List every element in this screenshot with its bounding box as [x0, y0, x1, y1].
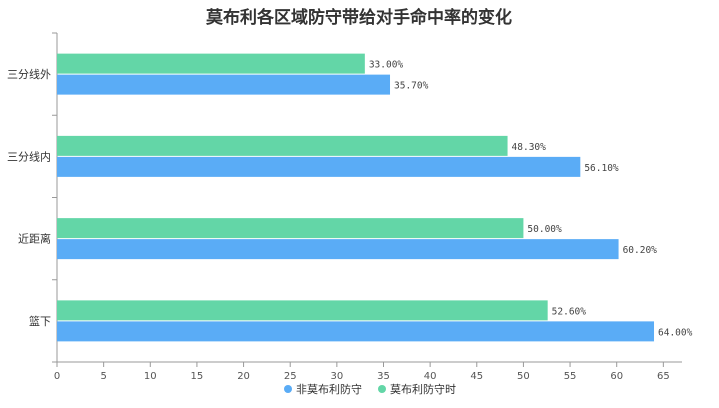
x-tick-label: 15: [191, 371, 204, 382]
x-tick-label: 60: [610, 371, 623, 382]
x-tick-label: 5: [100, 371, 106, 382]
x-tick-label: 20: [237, 371, 250, 382]
data-label: 35.70%: [394, 81, 429, 92]
x-tick-label: 30: [330, 371, 343, 382]
chart-title: 莫布利各区域防守带给对手命中率的变化: [205, 7, 512, 28]
data-label: 50.00%: [527, 224, 562, 235]
bar: [57, 321, 655, 342]
data-label: 60.20%: [623, 245, 658, 256]
bar: [57, 135, 508, 156]
legend-label: 非莫布利防守: [296, 382, 362, 396]
data-label: 33.00%: [369, 60, 404, 71]
bar: [57, 218, 524, 239]
bar: [57, 74, 391, 95]
category-label: 三分线外: [7, 67, 51, 81]
data-label: 64.00%: [658, 327, 693, 338]
x-tick-label: 55: [564, 371, 577, 382]
x-tick-label: 65: [657, 371, 670, 382]
x-tick-label: 45: [470, 371, 483, 382]
bar: [57, 239, 619, 260]
x-tick-label: 25: [284, 371, 297, 382]
x-tick-label: 40: [424, 371, 437, 382]
legend: 非莫布利防守 莫布利防守时: [284, 382, 456, 396]
category-label: 篮下: [29, 314, 51, 328]
x-tick-label: 50: [517, 371, 530, 382]
x-tick-label: 10: [144, 371, 157, 382]
x-tick-label: 35: [377, 371, 390, 382]
legend-label: 莫布利防守时: [390, 382, 456, 396]
legend-marker: [284, 385, 292, 393]
data-label: 52.60%: [552, 306, 587, 317]
plot-area: 0 5 10 15 20 25 30 35 40 45 50 55 60 65 三分线外 33.00% 35.7…: [7, 32, 693, 382]
x-tick-label: 0: [54, 371, 60, 382]
bar: [57, 156, 581, 177]
category-label: 三分线内: [7, 149, 51, 163]
category-label: 近距离: [18, 232, 51, 246]
legend-marker: [378, 385, 386, 393]
data-label: 48.30%: [512, 142, 547, 153]
bar: [57, 53, 365, 74]
bar: [57, 300, 548, 321]
data-label: 56.10%: [584, 163, 619, 174]
